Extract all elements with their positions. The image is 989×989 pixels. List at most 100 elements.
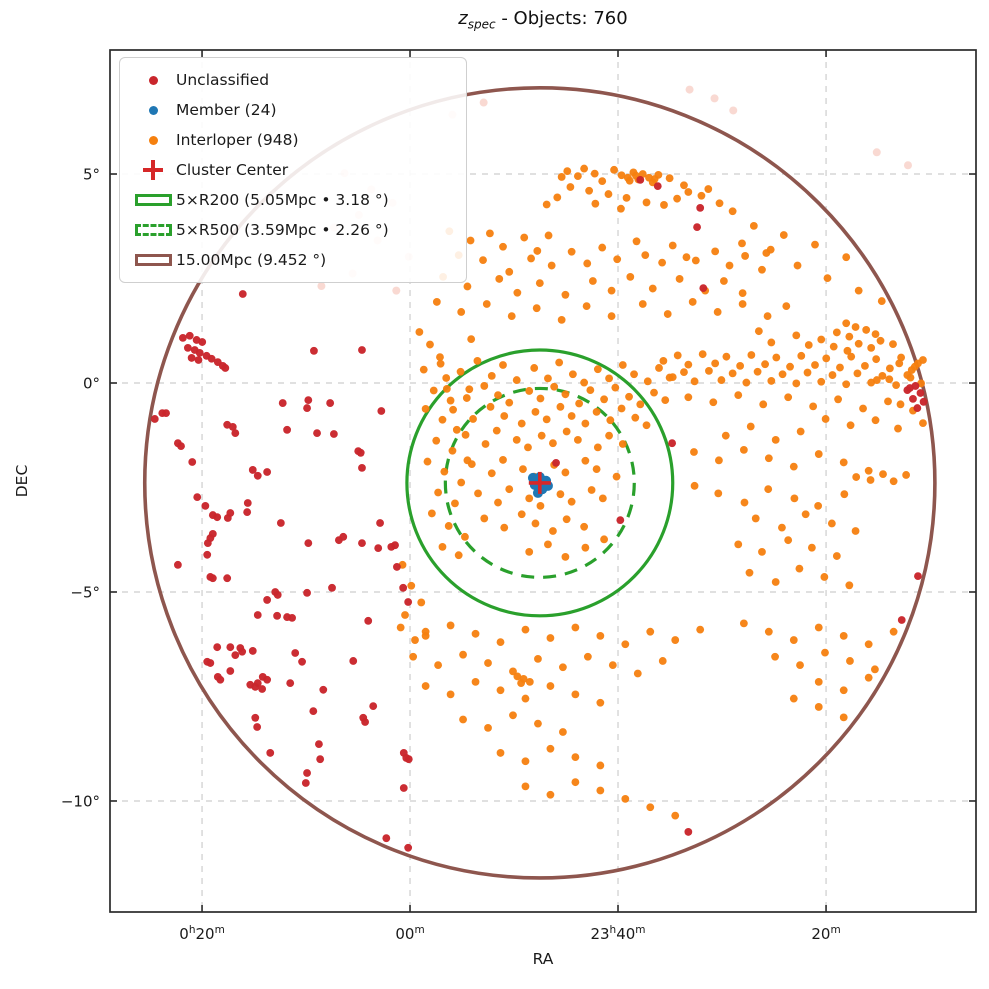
point-interloper-948 <box>638 170 647 178</box>
point-unclassified <box>913 404 922 412</box>
point-interloper-948 <box>585 186 594 195</box>
point-unclassified <box>301 779 310 787</box>
point-interloper-948 <box>671 636 680 644</box>
point-interloper-948 <box>675 275 684 283</box>
point-interloper-948 <box>550 382 559 391</box>
point-interloper-948 <box>546 744 555 753</box>
point-interloper-948 <box>587 486 596 494</box>
point-interloper-948 <box>758 547 766 556</box>
point-interloper-948 <box>871 330 880 339</box>
point-unclassified <box>226 643 235 652</box>
point-interloper-948 <box>782 302 791 310</box>
point-interloper-948 <box>440 467 449 476</box>
point-interloper-948 <box>691 256 700 265</box>
point-interloper-948 <box>889 627 898 636</box>
point-unclassified <box>183 343 192 352</box>
point-interloper-948 <box>500 523 509 532</box>
point-interloper-948 <box>451 499 459 508</box>
point-interloper-948 <box>625 392 633 401</box>
point-unclassified <box>177 442 185 451</box>
point-interloper-948 <box>421 405 430 413</box>
point-interloper-948 <box>463 282 472 291</box>
plus-icon <box>143 160 163 180</box>
point-unclassified <box>198 338 207 346</box>
point-interloper-948 <box>517 510 526 519</box>
point-interloper-948 <box>555 358 564 367</box>
point-interloper-948 <box>762 249 771 257</box>
point-interloper-948 <box>546 790 555 799</box>
point-interloper-948 <box>741 252 750 260</box>
point-interloper-948 <box>797 351 806 360</box>
point-interloper-948 <box>753 367 762 376</box>
title-sub: spec <box>467 17 496 32</box>
point-interloper-948 <box>461 532 469 541</box>
point-interloper-948 <box>763 312 772 321</box>
brown-rect-icon <box>130 254 176 266</box>
point-interloper-948 <box>655 364 663 372</box>
point-unclassified <box>263 468 272 476</box>
point-interloper-948 <box>817 335 826 344</box>
point-interloper-948 <box>617 204 625 213</box>
orange-dot-icon <box>130 135 176 145</box>
point-unclassified <box>187 354 196 362</box>
point-interloper-948 <box>864 640 873 649</box>
point-unclassified <box>216 675 225 684</box>
x-axis-label: RA <box>533 950 554 968</box>
point-interloper-948 <box>632 237 641 246</box>
point-interloper-948 <box>561 468 570 477</box>
point-interloper-948 <box>767 338 776 347</box>
point-unclassified <box>288 614 296 622</box>
point-interloper-948 <box>660 201 668 209</box>
point-unclassified <box>916 389 925 397</box>
point-interloper-948 <box>495 275 504 283</box>
point-interloper-948 <box>580 378 589 387</box>
point-interloper-948 <box>764 454 773 463</box>
point-interloper-948 <box>851 527 860 535</box>
legend-label: Interloper (948) <box>176 131 299 149</box>
point-interloper-948 <box>610 165 618 174</box>
point-unclassified <box>393 563 401 571</box>
point-interloper-948 <box>892 381 901 389</box>
point-interloper-948 <box>778 523 786 532</box>
point-interloper-948 <box>665 174 674 183</box>
point-interloper-948 <box>711 247 720 256</box>
point-interloper-948 <box>792 331 801 340</box>
red-dot-icon <box>148 75 158 85</box>
point-interloper-948 <box>820 573 829 581</box>
point-interloper-948 <box>646 627 655 636</box>
point-interloper-948 <box>661 396 670 405</box>
point-interloper-948 <box>843 346 852 355</box>
point-interloper-948 <box>778 370 787 379</box>
point-interloper-948 <box>417 598 426 607</box>
legend-label: 5×R500 (3.59Mpc • 2.26 °) <box>176 221 389 239</box>
point-unclassified <box>226 667 235 675</box>
point-interloper-948 <box>714 489 723 498</box>
point-interloper-948 <box>738 289 747 298</box>
point-interloper-948 <box>786 362 794 371</box>
point-interloper-948 <box>885 375 894 384</box>
point-interloper-948 <box>839 713 848 722</box>
point-interloper-948 <box>889 477 898 486</box>
point-interloper-948 <box>839 458 848 467</box>
point-unclassified <box>193 493 202 502</box>
point-interloper-948 <box>801 510 810 519</box>
point-interloper-948 <box>618 440 627 448</box>
point-interloper-948 <box>509 667 517 676</box>
point-unclassified <box>303 769 311 777</box>
point-interloper-948 <box>485 229 494 238</box>
point-faint-background-dots <box>729 106 738 115</box>
point-interloper-948 <box>688 298 697 306</box>
point-interloper-948 <box>839 686 848 695</box>
blue-dot-icon <box>148 105 158 115</box>
point-interloper-948 <box>604 190 613 198</box>
point-interloper-948 <box>832 552 841 560</box>
point-interloper-948 <box>546 682 555 690</box>
legend-item-cluster-center: Cluster Center <box>130 156 456 184</box>
point-interloper-948 <box>854 339 863 348</box>
point-unclassified <box>382 834 391 843</box>
point-unclassified <box>402 754 411 762</box>
point-unclassified <box>315 740 323 749</box>
point-unclassified <box>399 784 408 792</box>
legend-item-member-24: Member (24) <box>130 96 456 124</box>
